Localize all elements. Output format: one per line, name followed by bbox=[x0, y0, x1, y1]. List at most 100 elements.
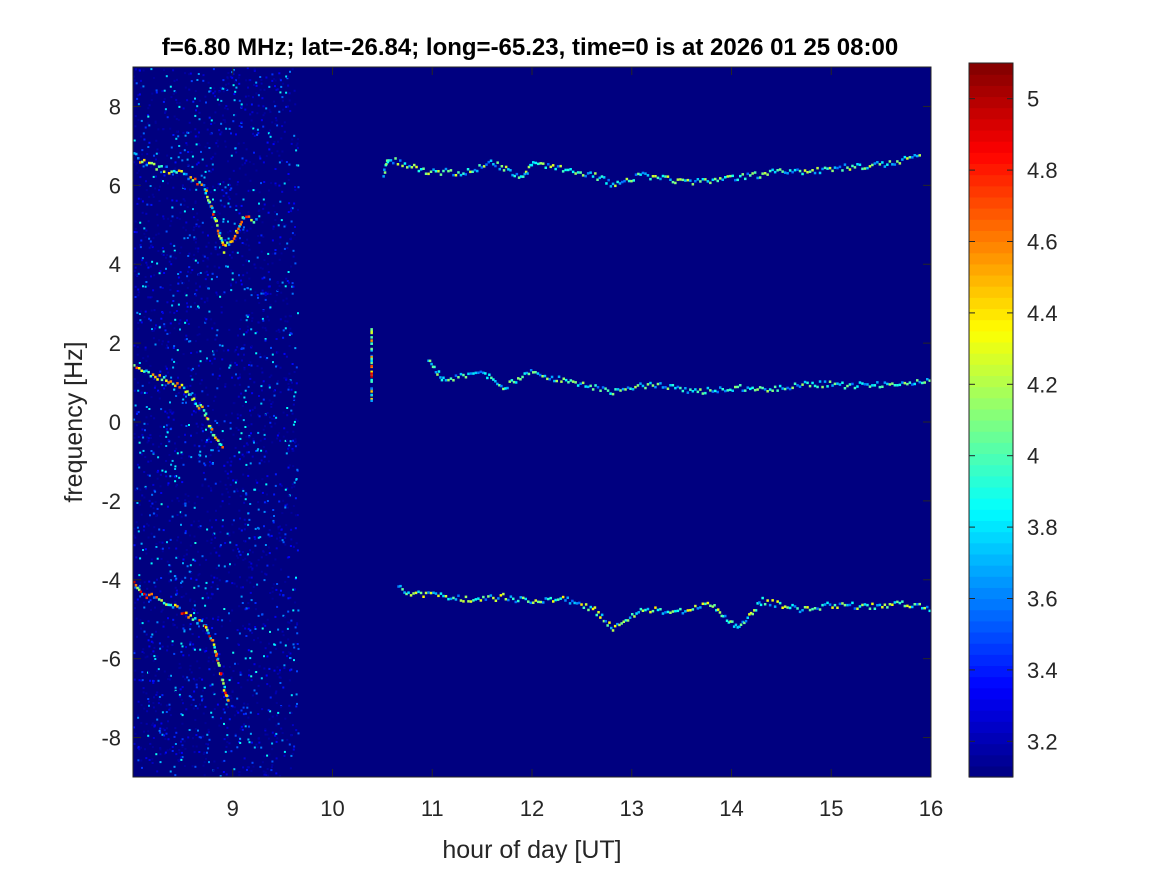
signal-point bbox=[542, 601, 545, 604]
noise-speckle bbox=[143, 525, 146, 528]
noise-speckle bbox=[165, 475, 168, 478]
noise-speckle bbox=[229, 189, 232, 191]
signal-point bbox=[871, 163, 874, 167]
noise-speckle bbox=[188, 252, 191, 255]
signal-point bbox=[619, 389, 622, 392]
noise-speckle bbox=[224, 383, 227, 385]
noise-speckle bbox=[181, 744, 184, 747]
signal-point bbox=[537, 600, 540, 604]
signal-point bbox=[599, 616, 602, 619]
noise-speckle bbox=[239, 229, 242, 232]
noise-speckle bbox=[212, 717, 215, 720]
noise-speckle bbox=[187, 495, 190, 497]
noise-speckle bbox=[203, 121, 206, 124]
noise-speckle bbox=[171, 412, 174, 415]
noise-speckle bbox=[272, 228, 275, 230]
signal-point bbox=[906, 382, 909, 386]
noise-speckle bbox=[184, 532, 187, 535]
signal-point bbox=[726, 389, 729, 392]
signal-point bbox=[823, 166, 827, 170]
noise-speckle bbox=[278, 500, 281, 503]
noise-speckle bbox=[204, 95, 207, 98]
noise-speckle bbox=[193, 253, 196, 256]
signal-point bbox=[502, 592, 505, 596]
noise-speckle bbox=[166, 412, 169, 415]
noise-speckle bbox=[231, 689, 234, 692]
signal-point bbox=[196, 183, 199, 186]
signal-point bbox=[227, 243, 231, 246]
noise-speckle bbox=[285, 378, 288, 381]
noise-speckle bbox=[185, 395, 187, 398]
noise-speckle bbox=[137, 530, 140, 533]
noise-speckle bbox=[230, 154, 233, 157]
colorbar-segment bbox=[969, 196, 1013, 209]
noise-speckle bbox=[287, 466, 290, 469]
noise-speckle bbox=[196, 425, 199, 428]
noise-speckle bbox=[148, 474, 151, 477]
noise-speckle bbox=[285, 105, 288, 108]
noise-speckle bbox=[152, 451, 155, 454]
noise-speckle bbox=[207, 627, 209, 630]
noise-speckle bbox=[288, 92, 291, 95]
signal-point bbox=[624, 619, 628, 622]
noise-speckle bbox=[170, 254, 173, 257]
signal-point bbox=[510, 379, 514, 382]
noise-speckle bbox=[174, 91, 177, 94]
noise-speckle bbox=[181, 722, 184, 725]
noise-speckle bbox=[146, 441, 149, 444]
noise-speckle bbox=[270, 425, 273, 428]
signal-point bbox=[591, 607, 595, 611]
noise-speckle bbox=[216, 577, 219, 580]
noise-speckle bbox=[289, 657, 291, 659]
noise-speckle bbox=[198, 573, 201, 575]
signal-point bbox=[134, 584, 138, 587]
x-tick-label: 11 bbox=[421, 796, 444, 821]
noise-speckle bbox=[196, 660, 199, 663]
noise-speckle bbox=[151, 722, 154, 725]
noise-speckle bbox=[243, 231, 246, 234]
noise-speckle bbox=[263, 755, 266, 758]
noise-speckle bbox=[159, 485, 162, 488]
noise-speckle bbox=[169, 311, 172, 314]
signal-point bbox=[699, 388, 702, 391]
signal-point bbox=[551, 164, 555, 167]
signal-point bbox=[196, 622, 199, 625]
noise-speckle bbox=[141, 428, 144, 431]
signal-point bbox=[689, 609, 692, 612]
signal-point bbox=[185, 172, 188, 176]
signal-point bbox=[509, 169, 512, 172]
colorbar-segment bbox=[969, 710, 1013, 722]
noise-speckle bbox=[242, 586, 244, 589]
noise-speckle bbox=[165, 727, 168, 730]
noise-speckle bbox=[236, 183, 239, 186]
noise-speckle bbox=[172, 622, 175, 625]
noise-speckle bbox=[219, 86, 222, 89]
noise-speckle bbox=[274, 558, 277, 561]
noise-speckle bbox=[269, 292, 272, 295]
noise-speckle bbox=[222, 439, 225, 441]
noise-speckle bbox=[292, 545, 295, 548]
colorbar-segment bbox=[969, 754, 1013, 767]
signal-point bbox=[138, 367, 141, 370]
signal-point bbox=[482, 165, 486, 168]
noise-speckle bbox=[202, 712, 205, 715]
noise-speckle bbox=[231, 251, 234, 254]
colorbar-segment bbox=[969, 687, 1013, 700]
noise-speckle bbox=[200, 695, 203, 698]
noise-speckle bbox=[256, 331, 259, 334]
noise-speckle bbox=[202, 753, 205, 755]
noise-speckle bbox=[289, 327, 292, 330]
noise-speckle bbox=[148, 408, 151, 410]
noise-speckle bbox=[195, 109, 197, 112]
colorbar-tick-label: 4.6 bbox=[1027, 230, 1058, 255]
signal-point bbox=[403, 162, 407, 165]
signal-point bbox=[621, 180, 624, 184]
signal-point bbox=[878, 603, 882, 607]
signal-point bbox=[171, 606, 175, 609]
noise-speckle bbox=[207, 436, 210, 439]
noise-speckle bbox=[189, 188, 192, 191]
signal-point bbox=[591, 175, 595, 178]
noise-speckle bbox=[185, 294, 188, 297]
signal-point bbox=[746, 172, 749, 176]
noise-speckle bbox=[286, 506, 289, 509]
